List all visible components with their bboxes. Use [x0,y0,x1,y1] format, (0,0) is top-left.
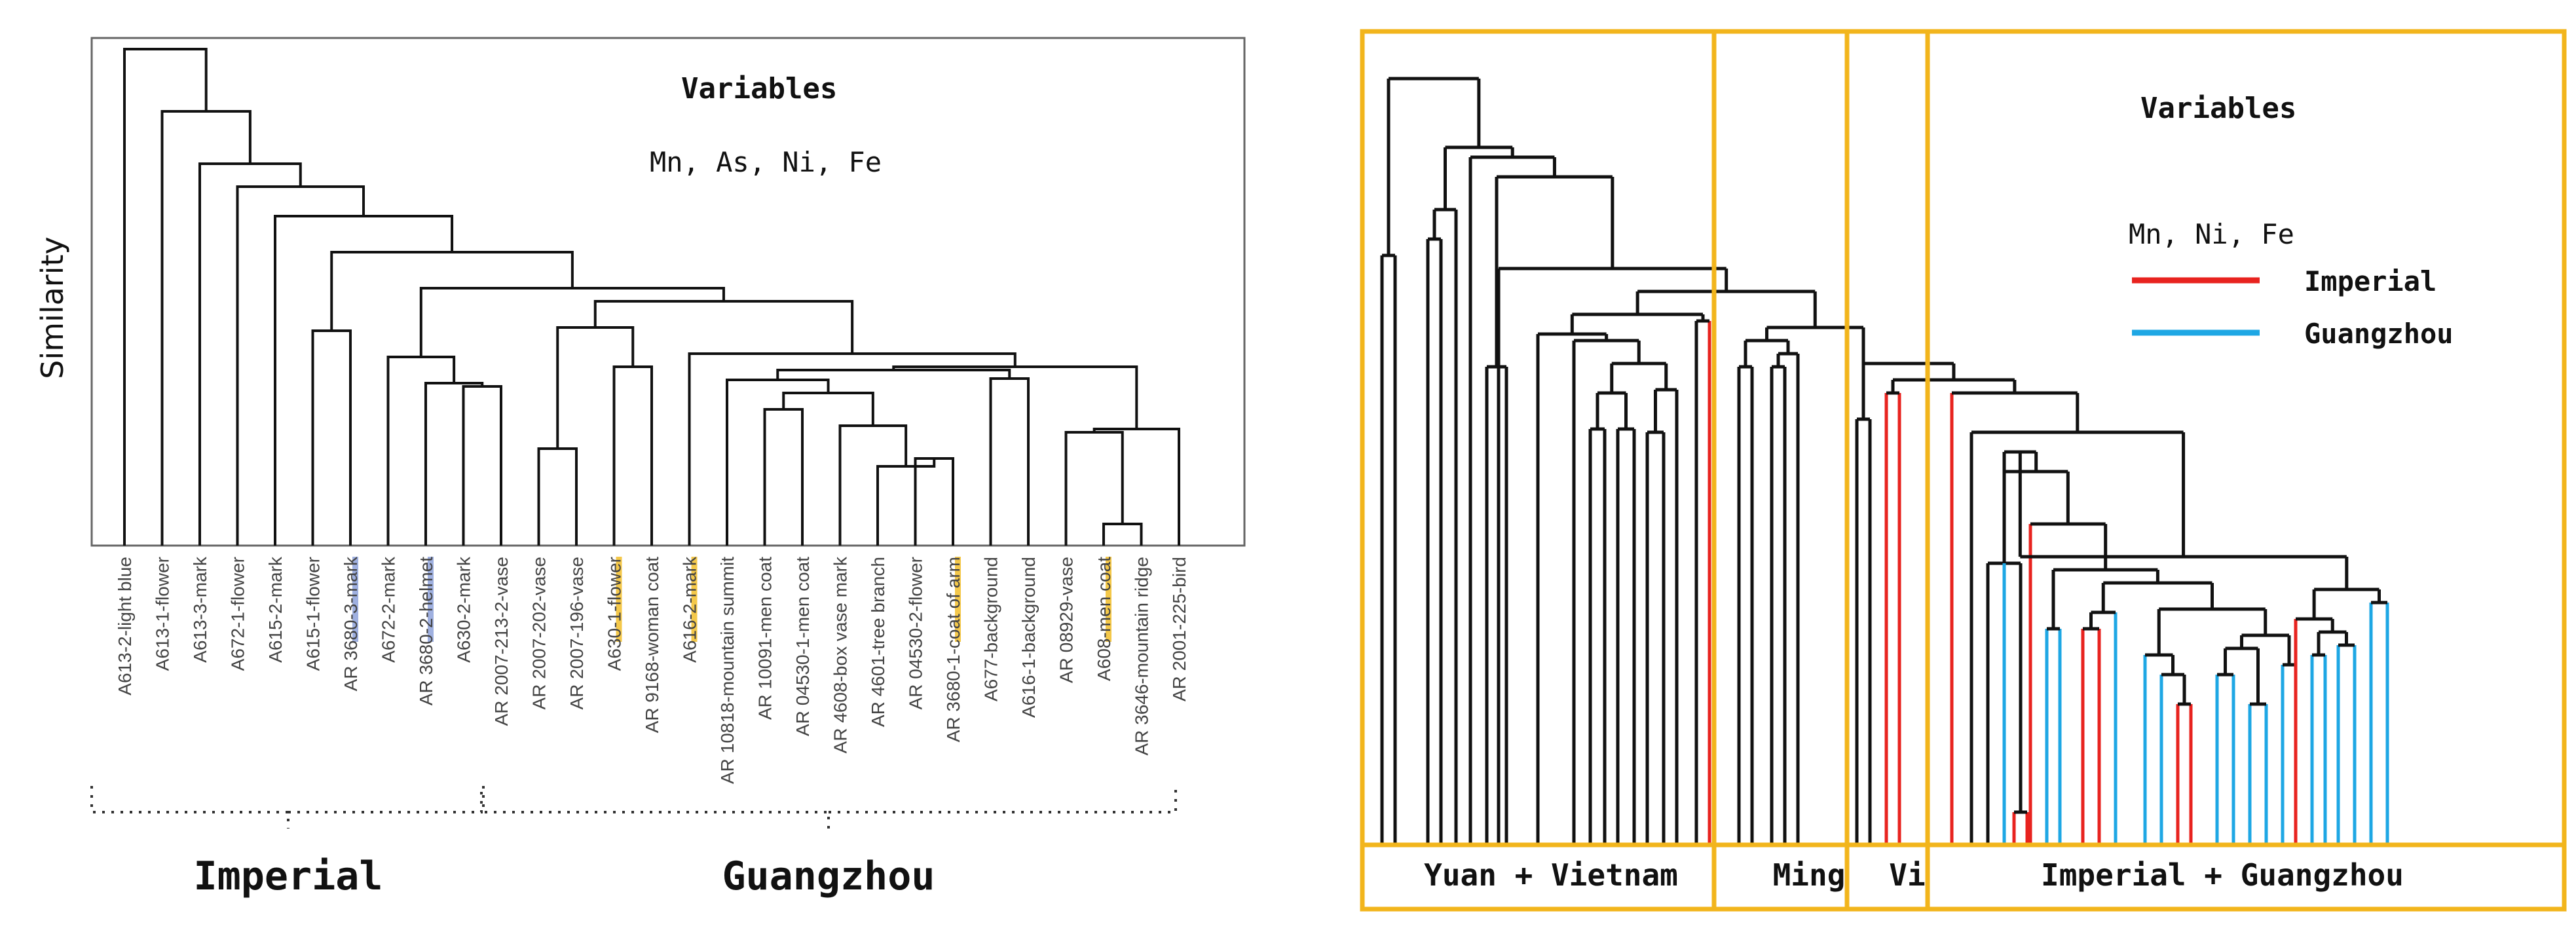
dendrogram-link [763,408,804,546]
leaf-label: AR 3680-3-mark [341,556,361,691]
leaf-highlight-bar [428,557,434,642]
legend-guangzhou-label: Guangzhou [2304,318,2454,350]
leaf-label: AR 2007-196-vase [567,557,587,709]
dendrogram-link [123,48,208,546]
leaf-label: AR 2007-202-vase [529,557,550,709]
leaf-label: AR 4608-box vase mark [831,556,851,753]
leaf-label: AR 10091-men coat [755,557,775,720]
guangzhou-group-label: Guangzhou [722,853,935,899]
leaf-highlight-bar [616,557,622,642]
y-axis-label: Similarity [35,236,70,379]
leaf-label: AR 04530-1-men coat [793,557,813,736]
right-dendrogram-panel: Yuan + Vietnam Ming Vi Imperial + Guangz… [1343,0,2576,951]
dendrogram-link [462,385,502,546]
leaf-label: A630-1-flower [605,557,625,671]
dendrogram-link [198,162,302,546]
leaf-label: A616-1-background [1018,557,1039,718]
dendrogram-link [989,377,1030,546]
dendrogram-link [330,251,574,331]
leaf-label: AR 08929-vase [1056,557,1077,683]
dendrogram-link [556,326,635,449]
leaf-label: AR 10818-mountain summit [717,557,737,784]
guangzhou-bracket [482,786,1177,829]
outer-frame [1360,29,2567,912]
dendrogram-link [236,185,365,546]
left-variables-title: Variables [681,72,837,105]
leaf-label: AR 3680-2-helmet [416,557,436,705]
leaf-label: A613-1-flower [153,557,173,671]
dendrogram-link [537,447,578,546]
leaf-highlight-bar [691,557,698,642]
dendrogram-link [612,365,653,546]
leaf-label: AR 4601-tree branch [868,557,888,727]
dendrogram-link [914,457,954,546]
right-variables-list: Mn, Ni, Fe [2129,218,2294,250]
leaf-label: A630-2-mark [454,556,474,663]
leaf-label: A608-men coat [1094,557,1114,681]
dendrogram-link [876,458,936,546]
leaf-highlight-bar [1106,557,1111,642]
leaf-label: A613-3-mark [190,556,210,663]
dendrogram-link [1064,431,1124,546]
dendrogram-link [424,382,484,546]
dendrogram-link [311,329,352,546]
leaf-label: A677-background [981,557,1001,701]
right-dendrogram: Yuan + Vietnam Ming Vi Imperial + Guangz… [1360,29,2567,912]
imperial-bracket [90,786,483,829]
dendrogram-link [892,365,1138,429]
group-label-ming: Ming [1773,857,1846,893]
group-label-imperial-guangzhou: Imperial + Guangzhou [2041,857,2404,893]
right-variables-title: Variables [2140,92,2296,125]
leaf-label: A613-2-light blue [115,557,135,696]
dendrogram-link [726,379,830,546]
left-variables-list: Mn, As, Ni, Fe [650,146,882,178]
dendrogram-link [776,369,1011,380]
leaf-label: AR 2007-213-2-vase [491,557,512,726]
group-label-vi: Vi [1889,857,1925,893]
dendrogram-link [1092,428,1180,546]
left-dendrogram: Similarity Variables Mn, As, Ni, Fe A613… [35,37,1246,899]
leaf-label: AR 9168-woman coat [642,557,662,733]
dendrogram-link [688,352,1017,546]
leaf-label: A616-2-mark [680,556,700,663]
leaf-label: AR 2001-225-bird [1169,557,1189,701]
imperial-guangzhou-box [1925,29,2567,912]
leaf-label: A672-1-flower [228,557,248,671]
legend-imperial-label: Imperial [2304,265,2436,297]
dendrogram-link [386,356,456,546]
left-dendrogram-panel: Similarity Variables Mn, As, Ni, Fe A613… [0,0,1284,951]
left-plot-frame [90,37,1246,547]
leaf-label: AR 04530-2-flower [906,557,926,709]
ming-box [1711,29,1850,912]
leaf-highlight-bar [955,557,961,642]
imperial-group-label: Imperial [194,853,383,899]
leaf-label: AR 3680-1-coat of arm [943,557,963,742]
dendrogram-link [838,424,908,546]
leaf-highlight-bar [352,557,358,642]
dendrogram-link [1102,523,1143,546]
leaf-label: A615-1-flower [303,557,324,671]
leaf-label: A672-2-mark [379,556,399,663]
dendrogram-link [419,287,725,357]
leaf-label: AR 3646-mountain ridge [1132,557,1152,756]
leaf-label: A615-2-mark [265,556,286,663]
group-label-yuan-vietnam: Yuan + Vietnam [1424,857,1678,893]
